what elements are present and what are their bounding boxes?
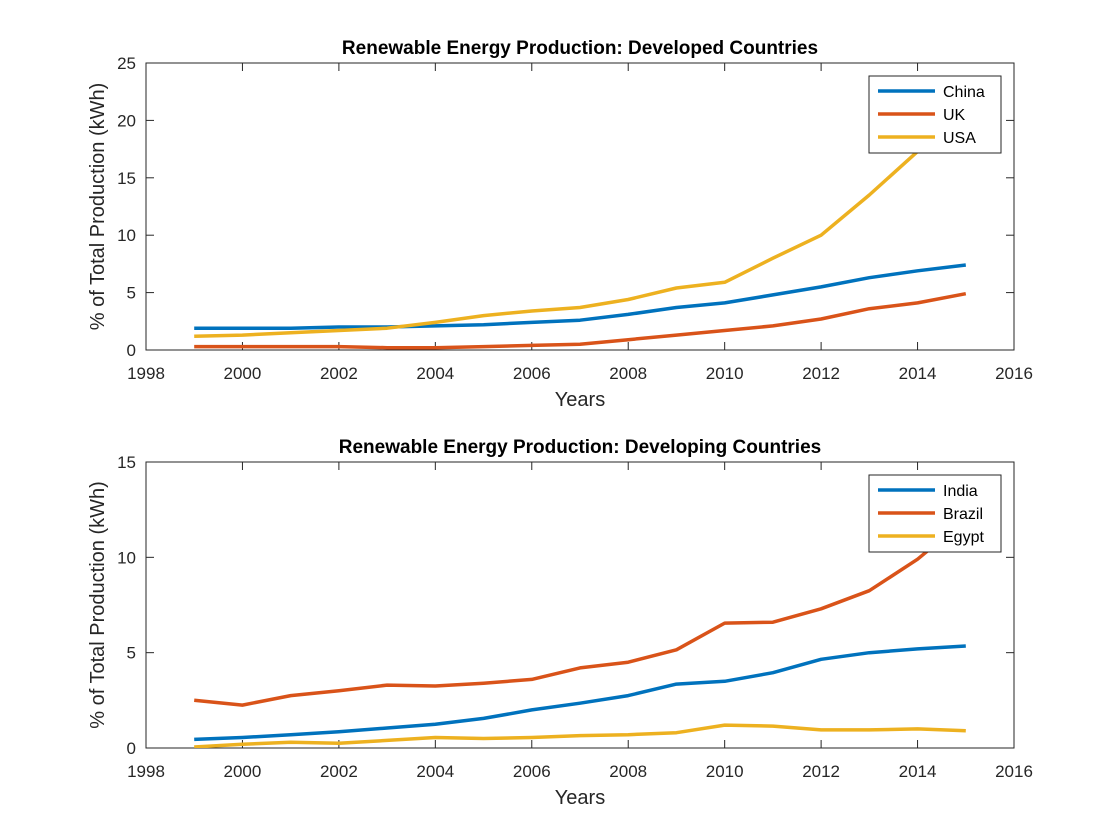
x-tick-label: 2012 — [802, 762, 840, 781]
y-tick-label: 15 — [117, 169, 136, 188]
x-tick-label: 2006 — [513, 364, 551, 383]
series-lines — [194, 517, 967, 748]
series-line-brazil — [194, 517, 967, 707]
x-tick-label: 2010 — [706, 762, 744, 781]
x-axis-label: Years — [555, 787, 605, 809]
y-tick-label: 5 — [127, 284, 136, 303]
y-tick-label: 0 — [127, 341, 136, 360]
x-tick-label: 1998 — [127, 762, 165, 781]
x-tick-label: 2000 — [224, 762, 262, 781]
x-tick-label: 2008 — [609, 762, 647, 781]
x-tick-label: 2012 — [802, 364, 840, 383]
series-line-china — [194, 263, 967, 330]
legend-label-uk: UK — [943, 107, 966, 124]
x-tick-label: 2014 — [899, 762, 937, 781]
series-line-usa — [194, 107, 967, 338]
y-tick-label: 5 — [127, 644, 136, 663]
x-tick-label: 2016 — [995, 762, 1033, 781]
x-tick-label: 2002 — [320, 762, 358, 781]
legend: India Brazil Egypt — [868, 474, 1002, 553]
chart-title: Renewable Energy Production: Developed C… — [342, 38, 818, 59]
x-tick-label: 2002 — [320, 364, 358, 383]
chart-panel-1: 1998 2000 2002 2004 2006 2008 2010 2012 2014 2016… — [87, 38, 1033, 411]
x-tick-label: 2000 — [224, 364, 262, 383]
x-tick-label: 2006 — [513, 762, 551, 781]
y-tick-label: 10 — [117, 548, 136, 567]
x-tick-label: 2010 — [706, 364, 744, 383]
legend-label-usa: USA — [943, 130, 976, 147]
chart-title: Renewable Energy Production: Developing … — [339, 437, 821, 458]
x-tick-label: 2008 — [609, 364, 647, 383]
y-tick-label: 0 — [127, 739, 136, 758]
x-tick-label: 2014 — [899, 364, 937, 383]
legend-label-china: China — [943, 84, 985, 101]
x-tick-label: 2016 — [995, 364, 1033, 383]
y-axis-label: % of Total Production (kWh) — [87, 481, 109, 729]
y-tick-label: 25 — [117, 54, 136, 73]
legend: China UK USA — [868, 75, 1002, 154]
series-line-india — [194, 644, 966, 742]
chart-panel-2: 1998 2000 2002 2004 2006 2008 2010 2012 2014 2016… — [87, 437, 1033, 809]
series-line-egypt — [194, 723, 966, 748]
legend-label-india: India — [943, 483, 978, 500]
legend-label-egypt: Egypt — [943, 529, 984, 546]
legend-label-brazil: Brazil — [943, 506, 983, 523]
series-lines — [194, 107, 967, 350]
x-tick-label: 1998 — [127, 364, 165, 383]
y-tick-label: 15 — [117, 453, 136, 472]
y-tick-label: 10 — [117, 226, 136, 245]
y-tick-label: 20 — [117, 111, 136, 130]
y-axis-label: % of Total Production (kWh) — [87, 83, 109, 331]
x-tick-label: 2004 — [416, 762, 454, 781]
x-axis-label: Years — [555, 389, 605, 411]
x-tick-label: 2004 — [416, 364, 454, 383]
series-line-uk — [194, 291, 967, 350]
